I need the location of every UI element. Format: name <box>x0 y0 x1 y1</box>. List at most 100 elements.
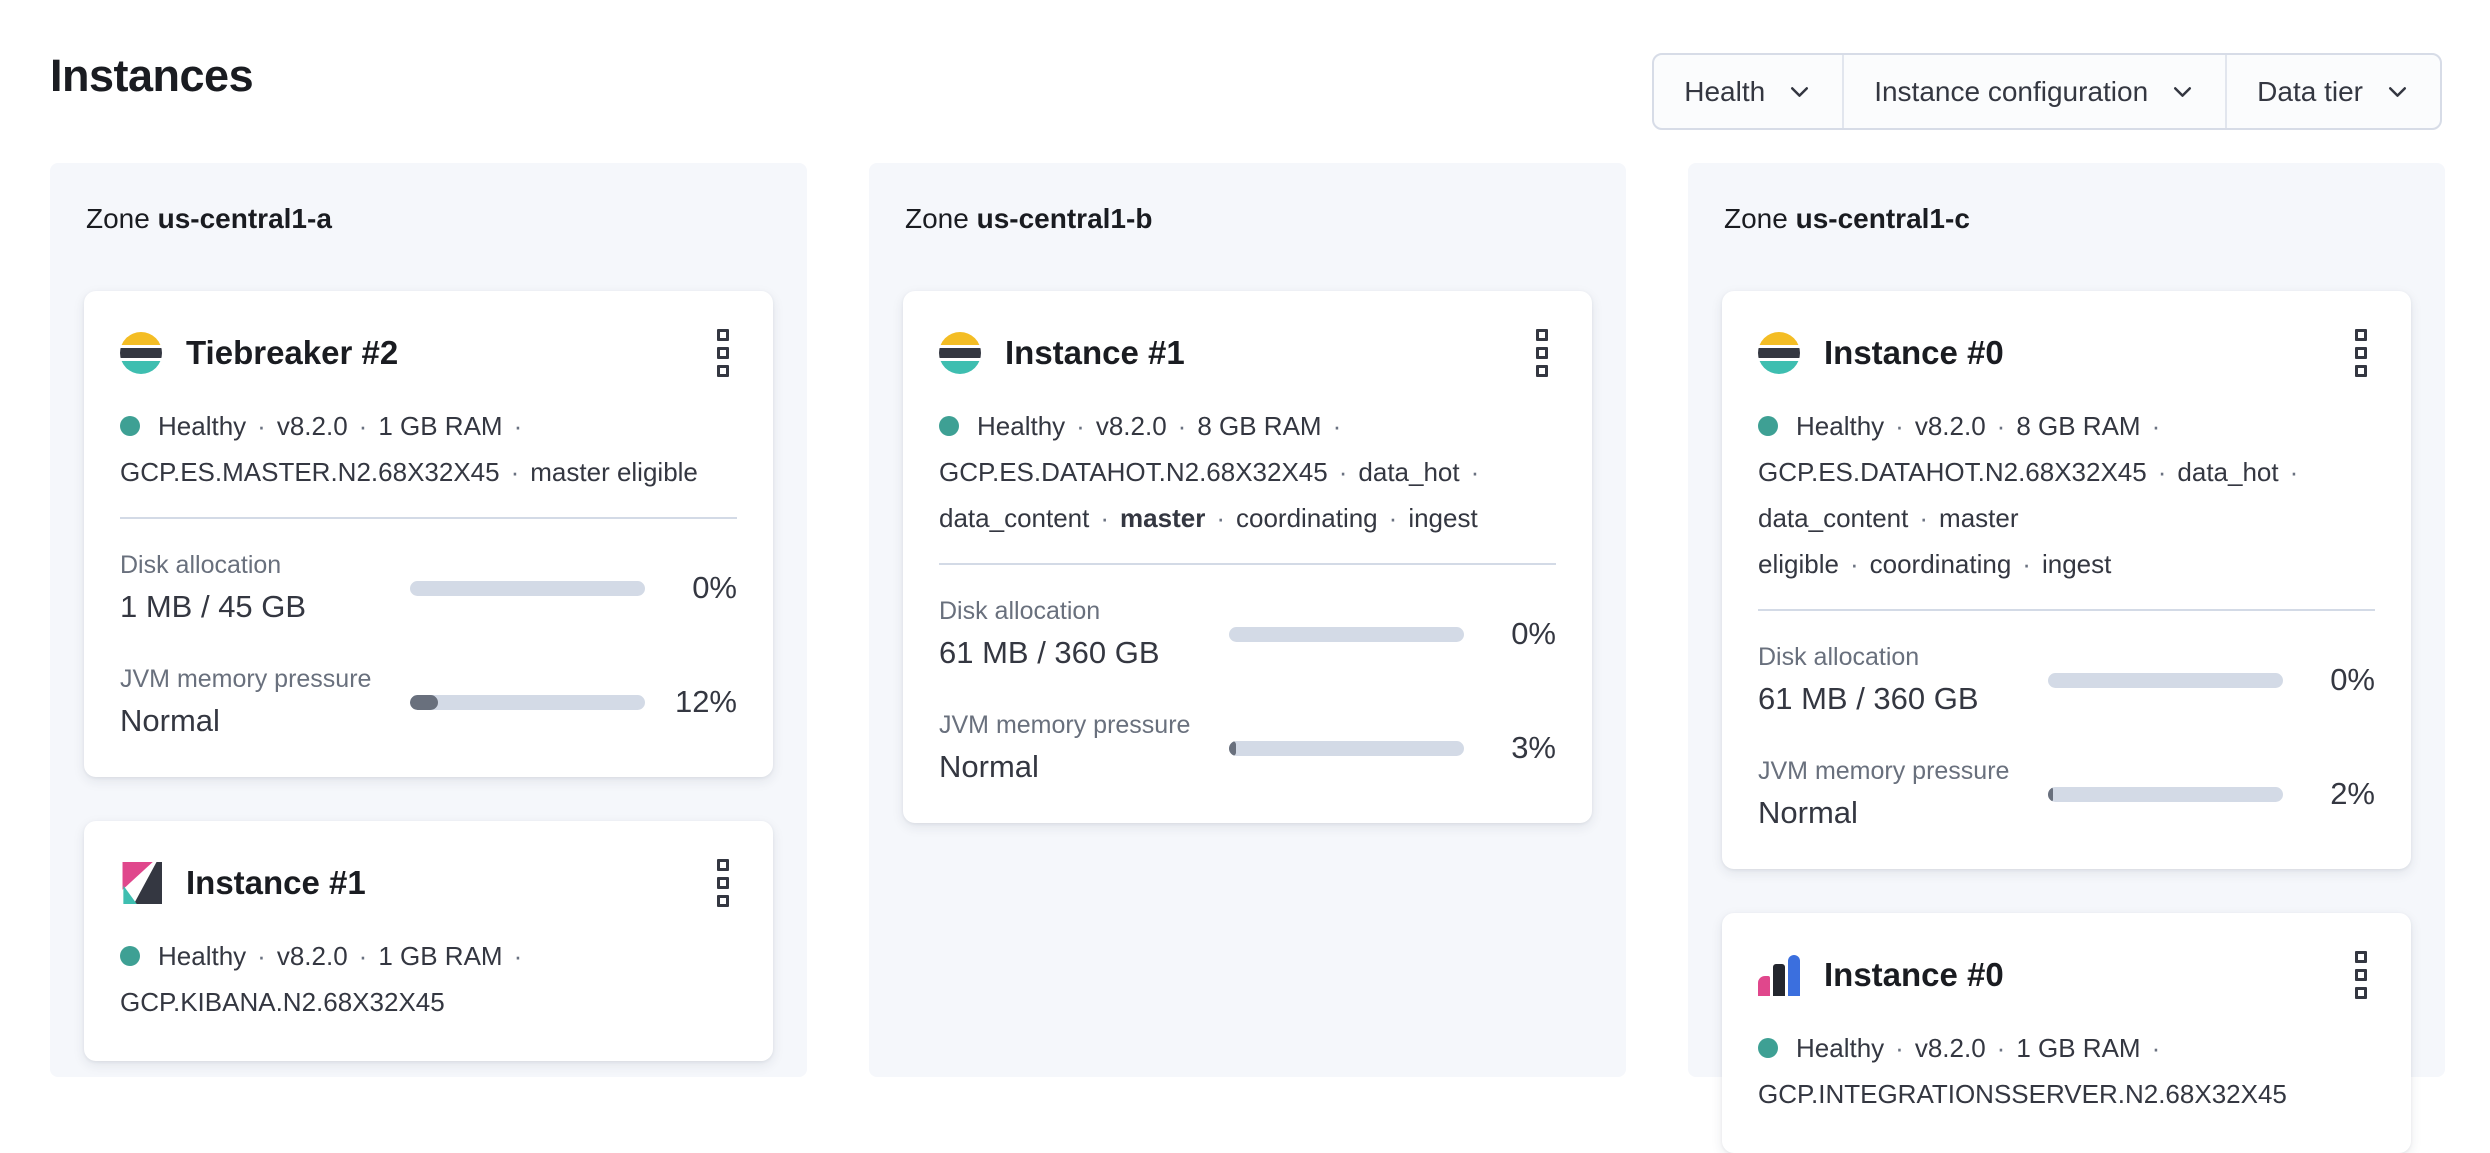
zone-panel-us-central1-b: Zone us-central1-b Instance #1 Healthy · v… <box>869 163 1626 1077</box>
elasticsearch-logo-icon <box>1758 332 1800 374</box>
chevron-down-icon <box>1787 79 1812 104</box>
zone-name: us-central1-a <box>157 203 332 234</box>
status-token: 1 GB RAM <box>378 411 503 441</box>
chevron-down-icon <box>2385 79 2410 104</box>
dot-separator: · <box>1996 411 2006 441</box>
instance-metrics: Disk allocation 61 MB / 360 GB 0% JVM me… <box>939 595 1556 787</box>
zone-header: Zone us-central1-c <box>1724 203 2411 235</box>
status-token: v8.2.0 <box>276 411 348 441</box>
dot-separator: · <box>1996 1033 2006 1063</box>
boxes-vertical-icon[interactable] <box>709 323 737 383</box>
integrations-server-logo-icon <box>1758 954 1800 996</box>
instance-card-header: Instance #1 <box>939 323 1556 383</box>
status-token: Healthy <box>977 411 1066 441</box>
status-token: Healthy <box>1796 411 1885 441</box>
status-token: 1 GB RAM <box>2016 1033 2141 1063</box>
metric-label: JVM memory pressure <box>939 711 1191 739</box>
dot-separator: · <box>358 411 368 441</box>
status-token: ingest <box>2041 549 2112 579</box>
dot-separator: · <box>2289 457 2299 487</box>
page-title: Instances <box>50 50 254 101</box>
status-token: v8.2.0 <box>1914 411 1986 441</box>
progress-bar-fill <box>1229 740 1237 756</box>
dot-separator: · <box>1338 457 1348 487</box>
filter-button[interactable]: Health <box>1654 55 1842 128</box>
progress-bar <box>2048 672 2283 688</box>
dot-separator: · <box>1177 411 1187 441</box>
filter-label: Data tier <box>2257 75 2363 107</box>
progress-bar <box>2048 786 2283 802</box>
metric-row: JVM memory pressure Normal 12% <box>120 663 737 741</box>
status-token: GCP.KIBANA.N2.68X32X45 <box>120 987 445 1017</box>
status-token: data_content <box>939 503 1090 533</box>
zone-label: Zone <box>86 203 150 234</box>
dot-separator: · <box>1895 1033 1904 1063</box>
healthy-status-dot <box>120 416 140 436</box>
instance-card-header: Tiebreaker #2 <box>120 323 737 383</box>
instance-status: Healthy · v8.2.0 · 1 GB RAM · GCP.KIBANA.N2.68… <box>120 933 737 1025</box>
status-token: data_content <box>1758 503 1909 533</box>
instance-card-header: Instance #1 <box>120 853 737 913</box>
instance-title: Tiebreaker #2 <box>186 334 399 371</box>
healthy-status-dot <box>120 946 140 966</box>
instance-status: Healthy · v8.2.0 · 8 GB RAM · GCP.ES.DATAHOT.N… <box>939 403 1556 541</box>
dot-separator: · <box>513 411 523 441</box>
dot-separator: · <box>257 411 266 441</box>
dot-separator: · <box>1895 411 1904 441</box>
card-divider <box>939 563 1556 565</box>
status-token: Healthy <box>158 941 247 971</box>
instance-card-header: Instance #0 <box>1758 323 2375 383</box>
chevron-down-icon <box>2170 79 2195 104</box>
status-token: data_hot <box>1358 457 1460 487</box>
status-token: Healthy <box>1796 1033 1885 1063</box>
elasticsearch-logo-icon <box>939 332 981 374</box>
status-token: Healthy <box>158 411 247 441</box>
filter-button[interactable]: Instance configuration <box>1842 55 2225 128</box>
filter-group: Health Instance configuration Data tier <box>1652 53 2442 130</box>
progress-bar-fill <box>2048 786 2053 802</box>
status-token: master <box>1120 503 1206 533</box>
filter-label: Health <box>1684 75 1766 107</box>
boxes-vertical-icon[interactable] <box>1528 323 1556 383</box>
instance-title: Instance #0 <box>1824 956 2004 993</box>
instance-title: Instance #1 <box>1005 334 1185 371</box>
card-divider <box>1758 609 2375 611</box>
filter-button[interactable]: Data tier <box>2225 55 2440 128</box>
instance-status: Healthy · v8.2.0 · 8 GB RAM · GCP.ES.DATAHOT.N… <box>1758 403 2375 587</box>
progress-bar <box>1229 626 1464 642</box>
dot-separator: · <box>1332 411 1342 441</box>
status-token: v8.2.0 <box>276 941 348 971</box>
dot-separator: · <box>1100 503 1110 533</box>
instance-card: Instance #0 Healthy · v8.2.0 · 1 GB RAM · GCP.… <box>1722 913 2411 1153</box>
metric-value: Normal <box>939 749 1039 784</box>
metric-label: Disk allocation <box>939 597 1101 625</box>
progress-bar <box>410 580 645 596</box>
metric-value: Normal <box>1758 795 1858 830</box>
metric-percent: 0% <box>1511 616 1556 651</box>
dot-separator: · <box>2022 549 2031 579</box>
metric-row: Disk allocation 61 MB / 360 GB 0% <box>1758 641 2375 719</box>
zone-header: Zone us-central1-a <box>86 203 773 235</box>
boxes-vertical-icon[interactable] <box>709 853 737 913</box>
dot-separator: · <box>1470 457 1480 487</box>
instance-status: Healthy · v8.2.0 · 1 GB RAM · GCP.INTEGRATIONS… <box>1758 1025 2375 1117</box>
dot-separator: · <box>1919 503 1929 533</box>
zone-panel-us-central1-a: Zone us-central1-a Tiebreaker #2 Healthy… <box>50 163 807 1077</box>
metric-label: Disk allocation <box>1758 643 1920 671</box>
status-token: GCP.ES.MASTER.N2.68X32X45 <box>120 457 500 487</box>
status-token: GCP.INTEGRATIONSSERVER.N2.68X32X45 <box>1758 1079 2287 1109</box>
progress-bar-fill <box>410 694 439 710</box>
status-token: 8 GB RAM <box>2016 411 2141 441</box>
instance-status: Healthy · v8.2.0 · 1 GB RAM · GCP.ES.MASTER.N2… <box>120 403 737 495</box>
progress-bar <box>1229 740 1464 756</box>
boxes-vertical-icon[interactable] <box>2347 945 2375 1005</box>
dot-separator: · <box>2151 1033 2161 1063</box>
boxes-vertical-icon[interactable] <box>2347 323 2375 383</box>
metric-percent: 2% <box>2330 776 2375 811</box>
instance-card: Instance #1 Healthy · v8.2.0 · 1 GB RAM · GCP.… <box>84 821 773 1061</box>
zone-panel-us-central1-c: Zone us-central1-c Instance #0 Healthy · v… <box>1688 163 2445 1153</box>
instance-card: Instance #1 Healthy · v8.2.0 · 8 GB RAM · GCP.… <box>903 291 1592 823</box>
dot-separator: · <box>257 941 266 971</box>
status-token: v8.2.0 <box>1914 1033 1986 1063</box>
metric-value: Normal <box>120 703 220 738</box>
